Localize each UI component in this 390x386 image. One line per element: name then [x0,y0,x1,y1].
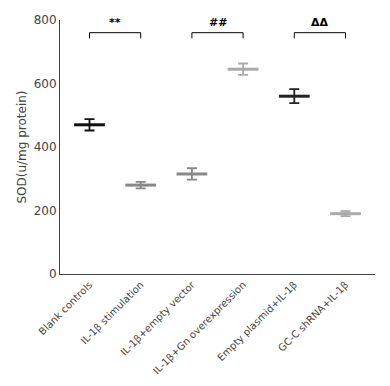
svg-text:##: ## [209,16,227,29]
svg-text:Blank controls: Blank controls [37,279,95,337]
svg-text:400: 400 [34,140,57,154]
svg-text:800: 800 [34,13,57,27]
svg-text:IL-1β+empty vector: IL-1β+empty vector [118,279,197,358]
svg-text:**: ** [109,16,121,29]
svg-text:200: 200 [34,204,57,218]
svg-text:IL-1β+Gn overexpression: IL-1β+Gn overexpression [151,279,248,376]
svg-text:Empty plasmid+IL-1β: Empty plasmid+IL-1β [215,279,299,363]
svg-text:ΔΔ: ΔΔ [311,16,329,29]
svg-text:IL-1β stimulation: IL-1β stimulation [79,279,146,346]
svg-text:600: 600 [34,77,57,91]
svg-text:0: 0 [49,267,57,281]
svg-text:SOD(u/mg protein): SOD(u/mg protein) [15,90,29,203]
svg-text:GC-C shRNA+IL-1β: GC-C shRNA+IL-1β [276,279,351,354]
